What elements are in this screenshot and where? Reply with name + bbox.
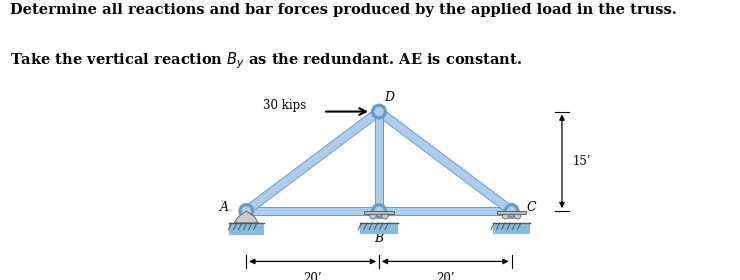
- Circle shape: [371, 104, 386, 119]
- Polygon shape: [377, 108, 514, 214]
- Text: A: A: [220, 200, 229, 214]
- Polygon shape: [375, 111, 383, 211]
- Text: Take the vertical reaction $B_y$ as the redundant. AE is constant.: Take the vertical reaction $B_y$ as the …: [10, 50, 522, 71]
- Circle shape: [502, 212, 509, 219]
- Text: 20’: 20’: [303, 272, 322, 280]
- FancyBboxPatch shape: [497, 211, 526, 214]
- FancyBboxPatch shape: [360, 223, 397, 234]
- Text: D: D: [384, 91, 394, 104]
- Polygon shape: [243, 108, 382, 214]
- Circle shape: [239, 204, 254, 218]
- Circle shape: [382, 212, 389, 219]
- FancyBboxPatch shape: [364, 211, 394, 214]
- Circle shape: [508, 207, 516, 215]
- Polygon shape: [246, 207, 511, 215]
- Circle shape: [514, 212, 521, 219]
- Text: Determine all reactions and bar forces produced by the applied load in the truss: Determine all reactions and bar forces p…: [10, 3, 676, 17]
- Text: 15’: 15’: [573, 155, 591, 168]
- Text: C: C: [526, 200, 536, 214]
- Circle shape: [371, 204, 386, 218]
- Circle shape: [375, 108, 383, 116]
- Text: 20’: 20’: [436, 272, 454, 280]
- FancyBboxPatch shape: [493, 223, 530, 234]
- Text: 30 kips: 30 kips: [263, 99, 306, 112]
- Circle shape: [504, 204, 519, 218]
- Text: B: B: [374, 232, 383, 245]
- FancyBboxPatch shape: [229, 223, 263, 235]
- Circle shape: [375, 207, 383, 215]
- Polygon shape: [235, 211, 258, 223]
- Circle shape: [370, 212, 376, 219]
- Circle shape: [242, 207, 250, 215]
